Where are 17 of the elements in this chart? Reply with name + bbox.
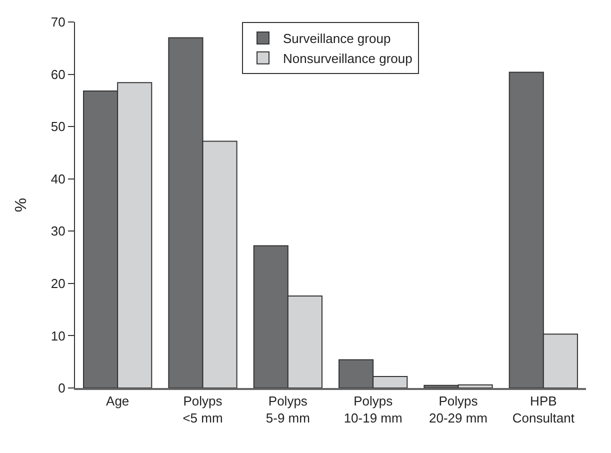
legend-label: Nonsurveillance group bbox=[283, 50, 412, 66]
x-tick-label: Polyps 20-29 mm bbox=[428, 393, 488, 426]
x-tick-label: Age bbox=[106, 393, 130, 408]
y-tick-label: 40 bbox=[50, 171, 66, 186]
y-tick-label: 0 bbox=[58, 380, 66, 396]
legend-label: Surveillance group bbox=[283, 31, 391, 46]
x-tick-label: Polyps 5-9 mm bbox=[266, 393, 310, 426]
x-tick-label: HPB Consultant bbox=[512, 393, 575, 426]
y-tick-label: 20 bbox=[50, 276, 66, 291]
y-tick-label: 60 bbox=[50, 66, 66, 82]
x-tick-label: Polyps <5 mm bbox=[182, 393, 223, 426]
y-axis-title: % bbox=[12, 198, 30, 212]
y-tick-label: 10 bbox=[50, 328, 66, 344]
y-tick-label: 70 bbox=[50, 14, 66, 30]
y-tick-label: 50 bbox=[50, 119, 66, 134]
y-tick-label: 30 bbox=[50, 224, 66, 239]
x-tick-label: Polyps 10-19 mm bbox=[344, 393, 402, 426]
